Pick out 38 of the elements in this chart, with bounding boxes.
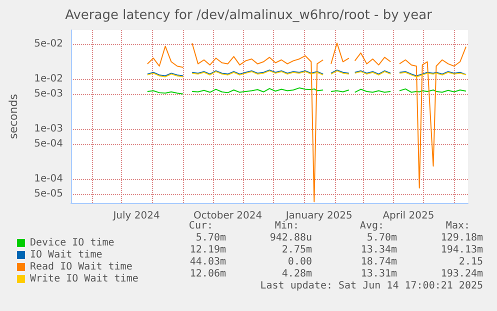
text: 5.70m bbox=[196, 232, 226, 244]
legend-label: Read IO Wait time bbox=[30, 262, 132, 272]
x-tick-label: January 2025 bbox=[284, 210, 352, 222]
text: 194.13m bbox=[440, 244, 484, 256]
text: 44.03m bbox=[190, 256, 226, 268]
y-tick-label: 5e-02 bbox=[34, 38, 63, 50]
y-tick-label: 5e-05 bbox=[34, 188, 63, 200]
text: 12.06m bbox=[190, 268, 226, 280]
y-axis-title: seconds bbox=[7, 94, 20, 139]
text: Cur: bbox=[188, 220, 214, 232]
text: Last update: Sat Jun 14 17:00:21 2025 bbox=[260, 280, 484, 292]
y-tick-label: 1e-04 bbox=[34, 173, 63, 184]
text: 129.18m bbox=[440, 232, 484, 244]
chart-title: Average latency for /dev/almalinux_w6hro/root - by year bbox=[65, 8, 433, 23]
text: Max: bbox=[446, 220, 470, 232]
y-tick-label: 1e-03 bbox=[34, 123, 63, 134]
x-tick-label: July 2024 bbox=[112, 210, 160, 222]
text: Min: bbox=[274, 220, 300, 232]
text: 5.70m bbox=[366, 232, 398, 244]
text: 13.31m bbox=[360, 268, 397, 280]
text: 13.34m bbox=[360, 244, 397, 256]
text: 2.75m bbox=[282, 244, 312, 256]
text: 12.19m bbox=[190, 244, 226, 256]
text: Avg: bbox=[360, 220, 384, 232]
legend-label: Write IO Wait time bbox=[30, 274, 138, 284]
text: 18.74m bbox=[360, 256, 397, 268]
x-tick-label: October 2024 bbox=[193, 210, 262, 222]
y-tick-label: 5e-04 bbox=[34, 138, 63, 150]
y-tick-label: 5e-03 bbox=[34, 88, 63, 100]
text: 0.00 bbox=[288, 256, 312, 268]
legend-label: Device IO time bbox=[30, 238, 114, 248]
y-tick-label: 1e-02 bbox=[34, 73, 63, 84]
text: 193.24m bbox=[440, 268, 484, 280]
text: 2.15 bbox=[458, 256, 484, 268]
x-tick-label: April 2025 bbox=[382, 210, 434, 222]
legend-label: IO Wait time bbox=[30, 250, 102, 260]
text: 4.28m bbox=[282, 268, 312, 280]
text: 942.88u bbox=[270, 232, 312, 244]
